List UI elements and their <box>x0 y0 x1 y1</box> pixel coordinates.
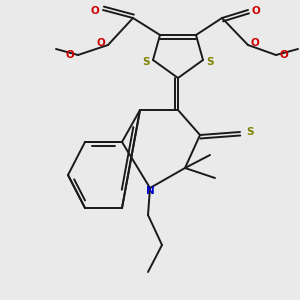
Text: O: O <box>252 6 260 16</box>
Text: S: S <box>142 57 150 67</box>
Text: O: O <box>97 38 105 48</box>
Text: N: N <box>146 186 154 196</box>
Text: S: S <box>246 127 254 137</box>
Text: O: O <box>280 50 288 60</box>
Text: O: O <box>250 38 260 48</box>
Text: S: S <box>206 57 214 67</box>
Text: O: O <box>91 6 99 16</box>
Text: O: O <box>66 50 74 60</box>
